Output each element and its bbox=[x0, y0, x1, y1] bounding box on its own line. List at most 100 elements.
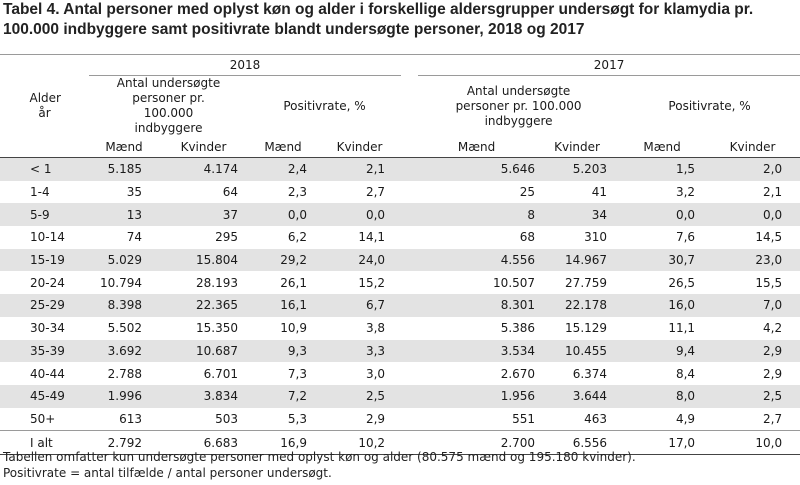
cell-t18k: 4.174 bbox=[159, 156, 248, 181]
cell-p17k: 14,5 bbox=[755, 230, 783, 245]
spacer-cell bbox=[401, 248, 419, 272]
klamydia-table: Alder år 2018 2017 Antal undersøgte pers… bbox=[0, 54, 800, 455]
cell-age: 30-34 bbox=[30, 321, 65, 336]
cell-age: I alt bbox=[0, 430, 89, 455]
women-header: Kvinder bbox=[729, 139, 776, 154]
table-row: 40-44 2.788 6.701 7,3 3,0 2.670 6.374 8,4 2,9 bbox=[0, 362, 800, 385]
tested-header-2018: Antal undersøgte personer pr. 100.000 in… bbox=[89, 75, 248, 136]
cell-t17k: 6.556 bbox=[535, 430, 620, 455]
cell-t17k: 310 bbox=[584, 230, 608, 245]
year-header-2017: 2017 bbox=[418, 54, 800, 76]
table-row: 35-39 3.692 10.687 9,3 3,3 3.534 10.455 9,4 2,9 bbox=[0, 339, 800, 363]
cell-age: < 1 bbox=[0, 156, 89, 181]
cell-t17m: 1.956 bbox=[418, 384, 536, 408]
cell-t18k: 6.683 bbox=[159, 430, 248, 455]
cell-t17m: 68 bbox=[519, 230, 536, 245]
cell-p18m: 10,9 bbox=[280, 321, 307, 336]
cell-t17m: 8 bbox=[418, 203, 536, 227]
cell-p18m: 7,3 bbox=[287, 366, 307, 381]
cell-t18m: 74 bbox=[126, 230, 142, 245]
table-row: 1-4 35 64 2,3 2,7 25 41 3,2 2,1 bbox=[0, 181, 800, 204]
spacer-cell bbox=[401, 294, 419, 317]
cell-t17k: 14.967 bbox=[535, 248, 620, 272]
cell-t18m: 5.502 bbox=[107, 321, 142, 336]
spacer-cell bbox=[401, 271, 418, 294]
cell-t17k: 6.374 bbox=[572, 366, 608, 381]
cell-p17k: 2,9 bbox=[705, 339, 800, 363]
cell-p18m: 0,0 bbox=[248, 203, 318, 227]
cell-p18k: 6,7 bbox=[318, 294, 402, 317]
spacer-cell bbox=[401, 384, 419, 408]
cell-p18m: 2,3 bbox=[287, 185, 307, 200]
cell-t17m: 5.646 bbox=[418, 156, 536, 181]
cell-t17m: 5.386 bbox=[500, 321, 536, 336]
spacer-cell bbox=[401, 362, 418, 385]
cell-t17m: 4.556 bbox=[418, 248, 536, 272]
cell-t17m: 2.670 bbox=[500, 366, 536, 381]
cell-age: 40-44 bbox=[30, 366, 65, 381]
table-row: 10-14 74 295 6,2 14,1 68 310 7,6 14,5 bbox=[0, 226, 800, 249]
cell-p18k: 2,7 bbox=[365, 185, 386, 200]
cell-t17k: 10.455 bbox=[535, 339, 620, 363]
cell-t17m: 8.301 bbox=[418, 294, 536, 317]
table-notes: Tabellen omfatter kun undersøgte persone… bbox=[3, 449, 636, 481]
men-header: Mænd bbox=[457, 139, 496, 154]
table-row: < 1 5.185 4.174 2,4 2,1 5.646 5.203 1,5 2,0 bbox=[0, 156, 800, 181]
cell-p17k: 2,7 bbox=[763, 411, 783, 426]
cell-t18m: 35 bbox=[126, 185, 142, 200]
cell-t17k: 41 bbox=[591, 185, 608, 200]
cell-t18k: 37 bbox=[159, 203, 248, 227]
cell-t18k: 22.365 bbox=[159, 294, 248, 317]
spacer-cell bbox=[401, 203, 419, 227]
spacer-cell bbox=[401, 339, 419, 363]
cell-t18m: 2.792 bbox=[89, 430, 159, 455]
cell-t17k: 15.129 bbox=[565, 321, 608, 336]
table-row: 20-24 10.794 28.193 26,1 15,2 10.507 27.759 26,… bbox=[0, 271, 800, 294]
cell-p17k: 2,0 bbox=[705, 156, 800, 181]
cell-t17m: 25 bbox=[519, 185, 536, 200]
cell-p17m: 26,5 bbox=[668, 275, 696, 290]
age-header-label: Alder år bbox=[29, 91, 61, 120]
spacer-cell bbox=[401, 181, 418, 204]
cell-t18k: 503 bbox=[215, 411, 238, 426]
table-row: 45-49 1.996 3.834 7,2 2,5 1.956 3.644 8,0 2,5 bbox=[0, 384, 800, 408]
cell-p18k: 3,0 bbox=[365, 366, 386, 381]
cell-p18m: 7,2 bbox=[248, 384, 318, 408]
cell-p17k: 0,0 bbox=[705, 203, 800, 227]
cell-t18m: 613 bbox=[119, 411, 142, 426]
cell-t17k: 5.203 bbox=[535, 156, 620, 181]
cell-p17m: 4,9 bbox=[675, 411, 696, 426]
cell-t18k: 28.193 bbox=[196, 275, 238, 290]
women-header: Kvinder bbox=[336, 139, 383, 154]
cell-age: 45-49 bbox=[0, 384, 89, 408]
table-row: 25-29 8.398 22.365 16,1 6,7 8.301 22.178 16,0 7,… bbox=[0, 294, 800, 317]
cell-age: 20-24 bbox=[30, 275, 65, 290]
spacer-cell bbox=[401, 226, 418, 249]
cell-p17m: 8,0 bbox=[619, 384, 706, 408]
cell-p17k: 2,9 bbox=[763, 366, 783, 381]
table-body: < 1 5.185 4.174 2,4 2,1 5.646 5.203 1,5 2,0 1-4 35… bbox=[0, 156, 800, 455]
cell-p17m: 17,0 bbox=[619, 430, 706, 455]
cell-t17k: 34 bbox=[535, 203, 620, 227]
cell-t18k: 15.804 bbox=[159, 248, 248, 272]
cell-p17m: 8,4 bbox=[675, 366, 696, 381]
spacer-cell bbox=[401, 156, 419, 181]
cell-t17m: 2.700 bbox=[418, 430, 536, 455]
cell-p17k: 4,2 bbox=[763, 321, 783, 336]
cell-t18k: 15.350 bbox=[196, 321, 238, 336]
cell-t18k: 10.687 bbox=[159, 339, 248, 363]
cell-p17k: 15,5 bbox=[755, 275, 783, 290]
cell-t17m: 10.507 bbox=[493, 275, 536, 290]
cell-t18m: 2.788 bbox=[107, 366, 142, 381]
cell-p18m: 6,2 bbox=[287, 230, 307, 245]
cell-t18m: 10.794 bbox=[100, 275, 142, 290]
women-header: Kvinder bbox=[180, 139, 227, 154]
spacer-cell bbox=[401, 317, 418, 340]
cell-p18k: 2,1 bbox=[318, 156, 402, 181]
cell-p17m: 1,5 bbox=[619, 156, 706, 181]
cell-t17k: 3.644 bbox=[535, 384, 620, 408]
year-header-2018: 2018 bbox=[89, 54, 402, 76]
cell-p18m: 9,3 bbox=[248, 339, 318, 363]
cell-age: 10-14 bbox=[30, 230, 65, 245]
cell-t18k: 6.701 bbox=[203, 366, 238, 381]
